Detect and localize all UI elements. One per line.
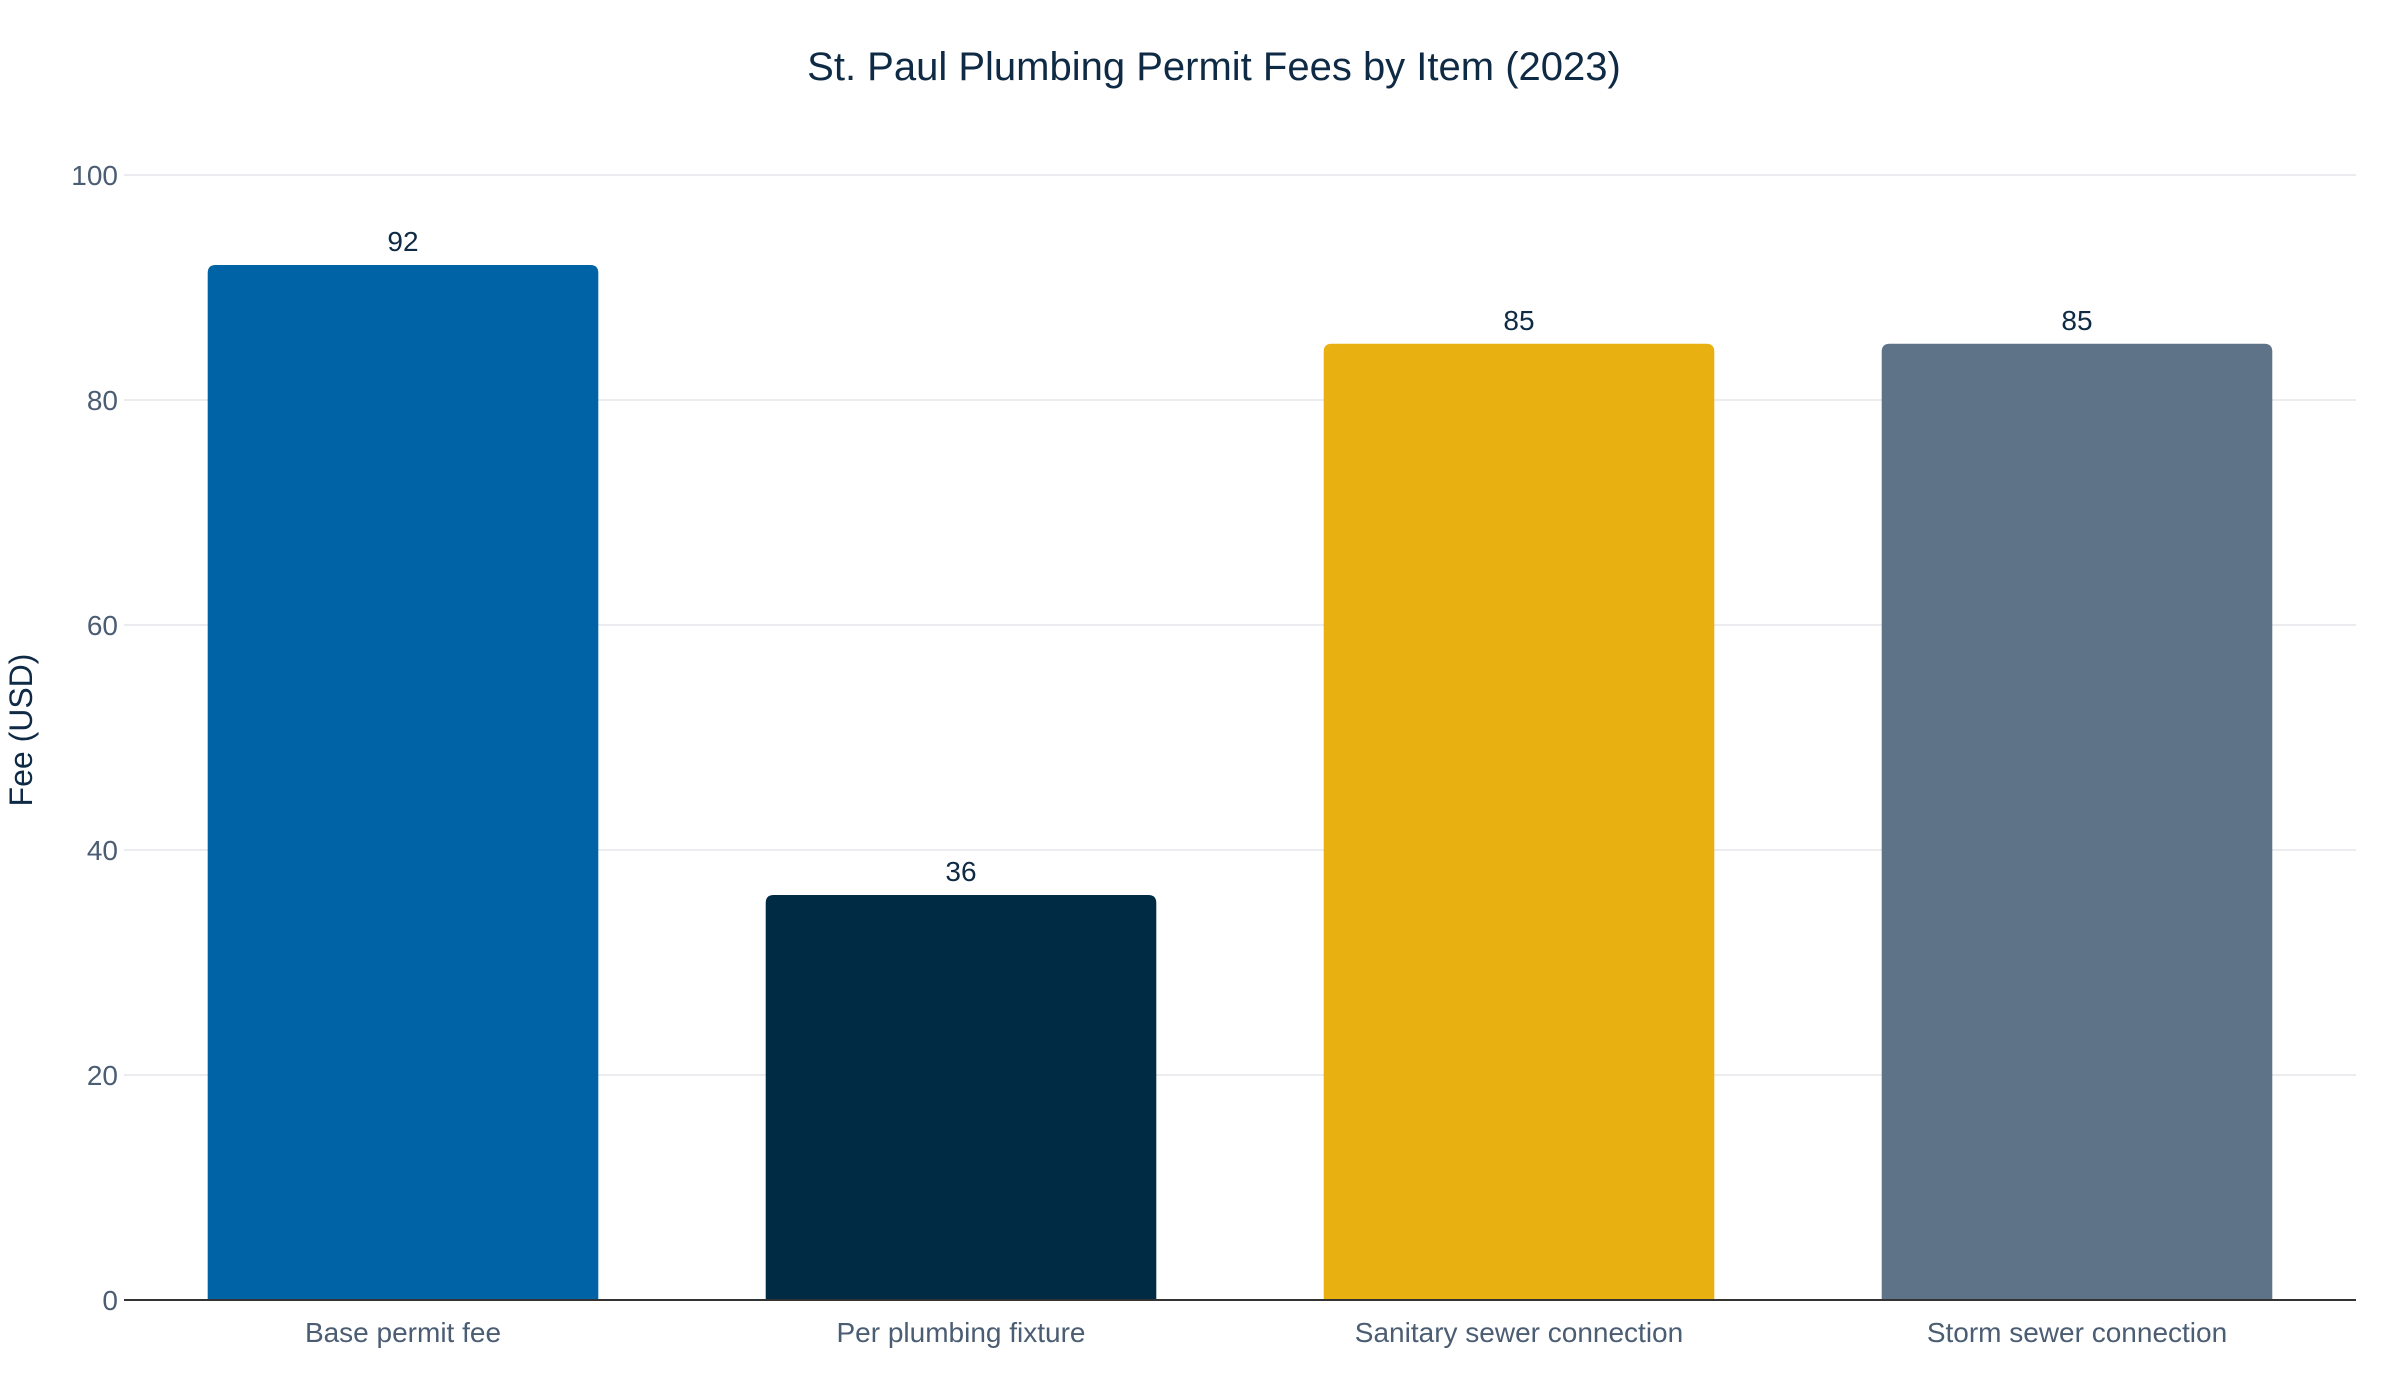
bar [1323, 343, 1715, 1300]
x-tick-label: Storm sewer connection [1927, 1317, 2227, 1348]
data-labels: 92 36 85 85 [387, 226, 2092, 887]
y-tick-label: 60 [87, 610, 118, 641]
bars [207, 265, 2273, 1300]
bar [1881, 343, 2273, 1300]
y-tick-label: 80 [87, 385, 118, 416]
x-tick-label: Per plumbing fixture [836, 1317, 1085, 1348]
x-tick-label: Sanitary sewer connection [1355, 1317, 1683, 1348]
y-tick-label: 20 [87, 1060, 118, 1091]
bar [765, 895, 1157, 1300]
chart-title: St. Paul Plumbing Permit Fees by Item (2… [807, 45, 1621, 89]
bar [207, 265, 599, 1300]
y-axis-ticks: 0 20 40 60 80 100 [71, 160, 118, 1316]
data-label: 85 [2061, 305, 2092, 336]
data-label: 85 [1503, 305, 1534, 336]
data-label: 36 [945, 856, 976, 887]
x-axis-ticks: Base permit fee Per plumbing fixture Sanit… [305, 1317, 2227, 1348]
x-tick-label: Base permit fee [305, 1317, 501, 1348]
data-label: 92 [387, 226, 418, 257]
y-tick-label: 0 [102, 1285, 118, 1316]
y-axis-label: Fee (USD) [3, 654, 39, 807]
y-tick-label: 100 [71, 160, 118, 191]
y-tick-label: 40 [87, 835, 118, 866]
